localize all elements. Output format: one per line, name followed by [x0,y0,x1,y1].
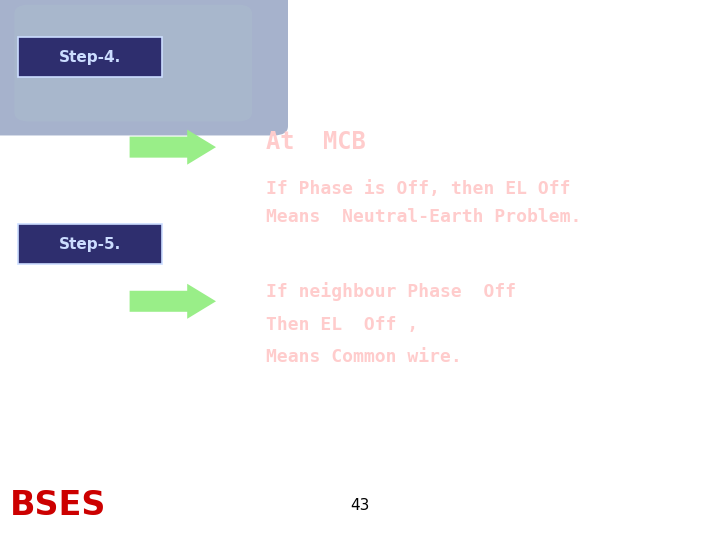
FancyBboxPatch shape [18,224,162,264]
Text: Step-4.: Step-4. [59,50,121,65]
Text: Step-5.: Step-5. [59,237,121,252]
Text: If Phase is Off, then EL Off: If Phase is Off, then EL Off [266,180,571,198]
Text: BSES: BSES [9,489,106,522]
Text: Then EL  Off ,: Then EL Off , [266,316,418,334]
Text: If neighbour Phase  Off: If neighbour Phase Off [266,282,516,301]
FancyBboxPatch shape [14,5,252,122]
Text: 43: 43 [351,497,369,512]
FancyBboxPatch shape [0,0,288,136]
Text: Means Common wire.: Means Common wire. [266,348,462,366]
FancyBboxPatch shape [18,37,162,77]
Text: Energy is life: Energy is life [608,21,698,35]
Text: Means  Neutral-Earth Problem.: Means Neutral-Earth Problem. [266,208,582,226]
FancyArrow shape [130,284,216,319]
FancyArrow shape [130,130,216,165]
Text: At  MCB: At MCB [266,131,366,154]
